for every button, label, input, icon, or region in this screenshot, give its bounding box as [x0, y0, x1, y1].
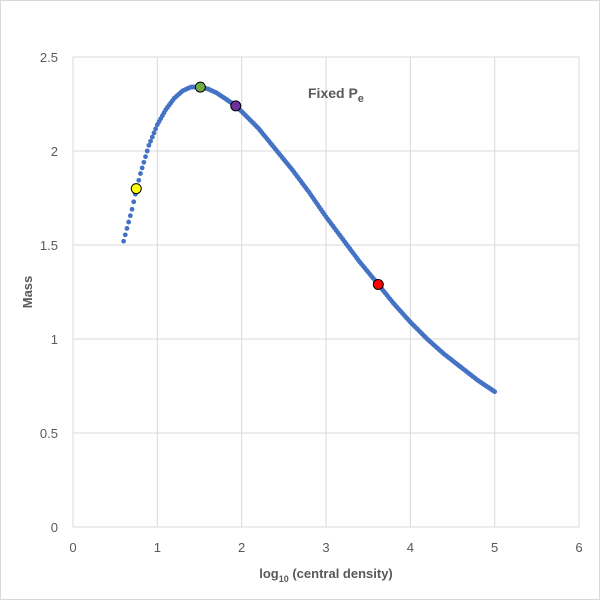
- data-point: [136, 177, 142, 183]
- x-tick-label: 3: [322, 540, 329, 555]
- x-axis-label: log10 (central density): [259, 566, 393, 584]
- data-point: [127, 213, 133, 219]
- data-point: [148, 138, 153, 144]
- data-point: [139, 165, 145, 171]
- x-tick-label: 2: [238, 540, 245, 555]
- data-point: [129, 206, 135, 212]
- highlight-point: [230, 100, 242, 112]
- x-tick-label: 5: [491, 540, 498, 555]
- y-tick-label: 2.5: [40, 50, 58, 65]
- data-point: [141, 159, 147, 165]
- data-point: [122, 232, 128, 238]
- data-point: [492, 389, 498, 395]
- data-point: [126, 219, 132, 225]
- highlight-point: [372, 278, 384, 290]
- highlight-point: [130, 183, 142, 195]
- x-tick-label: 0: [69, 540, 76, 555]
- annotation-fixed-pe: Fixed Pe: [308, 85, 364, 105]
- data-point: [143, 154, 148, 160]
- y-tick-label: 1.5: [40, 238, 58, 253]
- data-point: [131, 199, 137, 205]
- data-point: [144, 148, 150, 154]
- x-tick-label: 4: [407, 540, 414, 555]
- y-tick-label: 1: [51, 332, 58, 347]
- y-tick-label: 2: [51, 144, 58, 159]
- y-axis-label: Mass: [20, 276, 35, 309]
- data-point: [151, 130, 157, 136]
- data-point: [121, 238, 126, 244]
- y-tick-label: 0.5: [40, 426, 58, 441]
- data-point: [153, 126, 159, 132]
- data-point: [146, 142, 152, 148]
- highlight-point: [194, 81, 206, 93]
- x-tick-label: 6: [575, 540, 582, 555]
- data-point: [149, 134, 155, 140]
- y-tick-label: 0: [51, 520, 58, 535]
- data-point: [124, 226, 130, 231]
- x-tick-label: 1: [154, 540, 161, 555]
- data-point: [138, 171, 143, 176]
